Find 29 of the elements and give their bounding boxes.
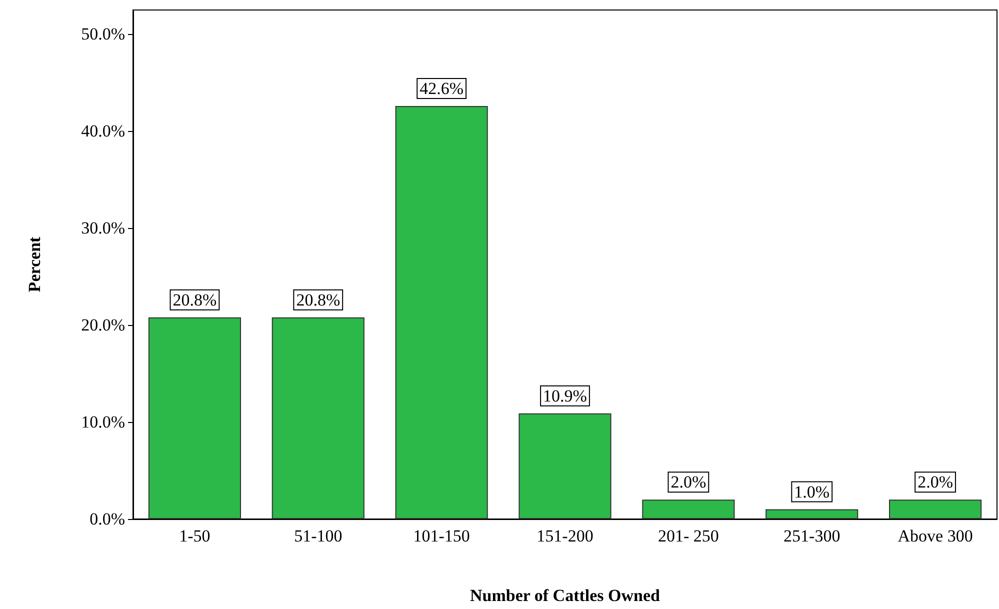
bar — [148, 317, 241, 519]
bar — [642, 500, 735, 519]
x-tick-label: 251-300 — [784, 526, 840, 546]
x-tick-label: 101-150 — [413, 526, 470, 546]
data-label: 1.0% — [794, 482, 830, 502]
data-label: 2.0% — [918, 472, 953, 492]
x-tick-label: 201- 250 — [658, 526, 719, 546]
data-label: 20.8% — [172, 290, 217, 310]
data-label: 2.0% — [670, 472, 706, 492]
x-tick-label: 1-50 — [179, 526, 210, 546]
y-tick-label: 30.0% — [81, 218, 125, 238]
y-tick-label: 20.0% — [81, 316, 125, 335]
bar — [272, 317, 364, 519]
x-tick-label: 151-200 — [536, 526, 594, 546]
bar — [889, 500, 982, 519]
x-tick-label: 51-100 — [294, 526, 342, 546]
bar — [518, 413, 612, 519]
data-label: 20.8% — [296, 290, 340, 310]
y-tick-label: 10.0% — [81, 412, 125, 432]
data-label: 10.9% — [543, 386, 587, 406]
bar — [395, 106, 488, 519]
data-label: 42.6% — [420, 78, 464, 98]
x-tick-label: Above 300 — [898, 526, 973, 546]
y-tick-label: 0.0% — [90, 510, 125, 528]
bar — [766, 509, 858, 519]
y-tick-label: 40.0% — [81, 122, 125, 141]
y-axis-title: Percent — [25, 236, 44, 292]
y-tick-label: 50.0% — [81, 24, 125, 44]
x-axis-title: Number of Cattles Owned — [470, 586, 661, 605]
